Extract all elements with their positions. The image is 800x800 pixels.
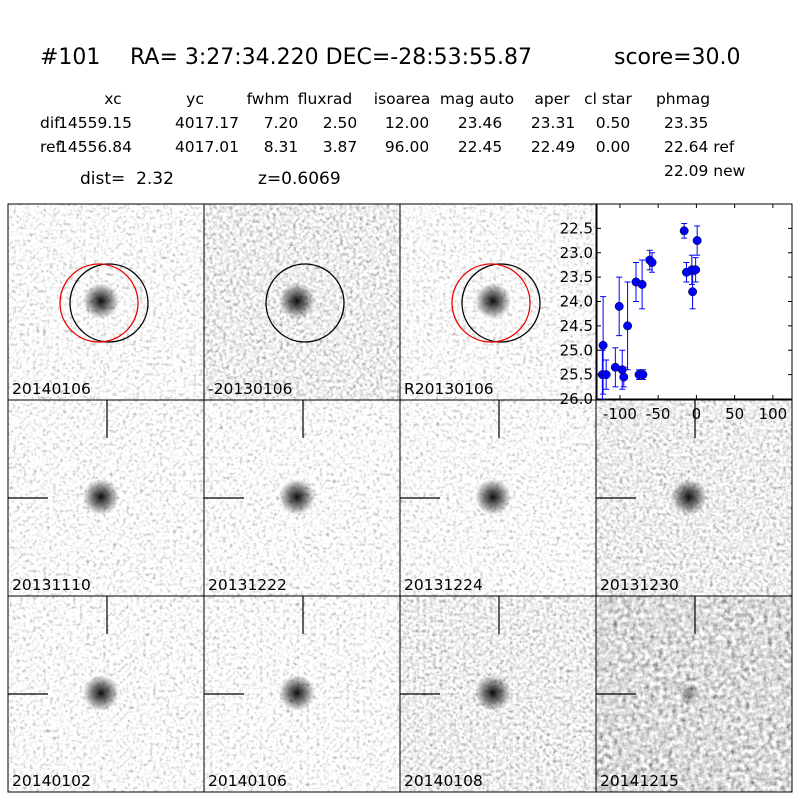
stamp-label: -20130106 [208,380,293,398]
y-tick-label: 22.5 [560,219,593,237]
source [83,675,119,711]
table-cell: 4017.01 [175,138,239,156]
stamp-label: 20131224 [404,576,483,594]
aperture-ref [451,263,531,343]
y-tick-label: 24.5 [560,317,593,335]
table-cell: 22.45 [458,138,502,156]
stamp-label: 20140102 [12,772,91,790]
y-tick-label: 24.0 [560,293,593,311]
aperture-ref [59,263,139,343]
score: score=30.0 [614,45,741,70]
table-cell: 0.50 [596,114,631,132]
table-cell: 14559.15 [58,114,132,132]
aperture [265,263,345,343]
distance: dist= 2.32 [80,169,174,189]
row-label: ref [40,138,62,156]
table-cell: 22.64 ref [664,138,735,156]
stamp-border [595,595,793,793]
table-cell: 0.00 [596,138,631,156]
stamp-label: 20140108 [404,772,483,790]
stamp-label: 20131110 [12,576,91,594]
table-cell: 12.00 [385,114,429,132]
point [679,226,689,236]
table-cell: 23.35 [664,114,708,132]
source [279,283,315,319]
table-cell: 96.00 [385,138,429,156]
aperture [69,263,149,343]
stamp-label: 20141215 [600,772,679,790]
column-header: fwhm [247,90,290,108]
source [83,283,119,319]
source [475,675,511,711]
y-tick-label: 26.0 [560,390,593,408]
table-extra: 22.09 new [664,162,746,180]
table-cell: 8.31 [264,138,299,156]
x-tick-label: 100 [759,405,788,423]
table-cell: 14556.84 [58,138,132,156]
point [688,287,698,297]
stamp-label: 20140106 [208,772,287,790]
point [691,265,701,275]
redshift: z=0.6069 [258,169,341,189]
column-header: fluxrad [298,90,352,108]
point [601,370,611,380]
plot-area [596,203,793,400]
table-cell: 7.20 [264,114,299,132]
column-header: aper [534,90,570,108]
source [279,479,315,515]
stamp-label: 20131230 [600,576,679,594]
stamp-label: 20140106 [12,380,91,398]
table-cell: 23.46 [458,114,502,132]
column-header: isoarea [374,90,430,108]
x-tick-label: -50 [646,405,671,423]
candidate-id: #101 [40,45,100,70]
source [475,283,511,319]
coordinates: RA= 3:27:34.220 DEC=-28:53:55.87 [130,45,532,70]
source [279,675,315,711]
column-header: cl star [584,90,632,108]
y-tick-label: 25.5 [560,366,593,384]
table-cell: 3.87 [323,138,358,156]
source [475,479,511,515]
point [647,258,657,267]
y-tick-label: 23.0 [560,244,593,262]
point [619,372,629,382]
x-tick-label: 50 [725,405,744,423]
table-cell: 4017.17 [175,114,239,132]
point [614,301,624,311]
point [637,279,647,289]
x-tick-label: 0 [692,405,702,423]
source [679,683,699,703]
row-label: dif [40,114,60,132]
table-cell: 23.31 [531,114,575,132]
column-header: mag auto [440,90,514,108]
point [623,321,633,331]
x-tick-label: -100 [603,405,637,423]
stamp-grid: 20140106 -20130106 R20130106 20131110 201312… [7,203,793,793]
point [638,370,648,380]
y-tick-label: 25.0 [560,341,593,359]
aperture [461,263,541,343]
column-header: yc [186,90,204,108]
point [692,236,702,246]
source [83,479,119,515]
column-header: xc [104,90,121,108]
table-cell: 22.49 [531,138,575,156]
points [597,223,702,399]
table-cell: 2.50 [323,114,358,132]
stamp-label: R20130106 [404,380,494,398]
point [598,340,608,350]
light-curve: 22.5 23.0 23.5 24.0 24.5 25.0 25.5 26.0 -100 -50 0… [560,203,793,423]
column-header: phmag [656,90,710,108]
source [671,479,707,515]
y-tick-label: 23.5 [560,268,593,286]
stamp-label: 20131222 [208,576,287,594]
